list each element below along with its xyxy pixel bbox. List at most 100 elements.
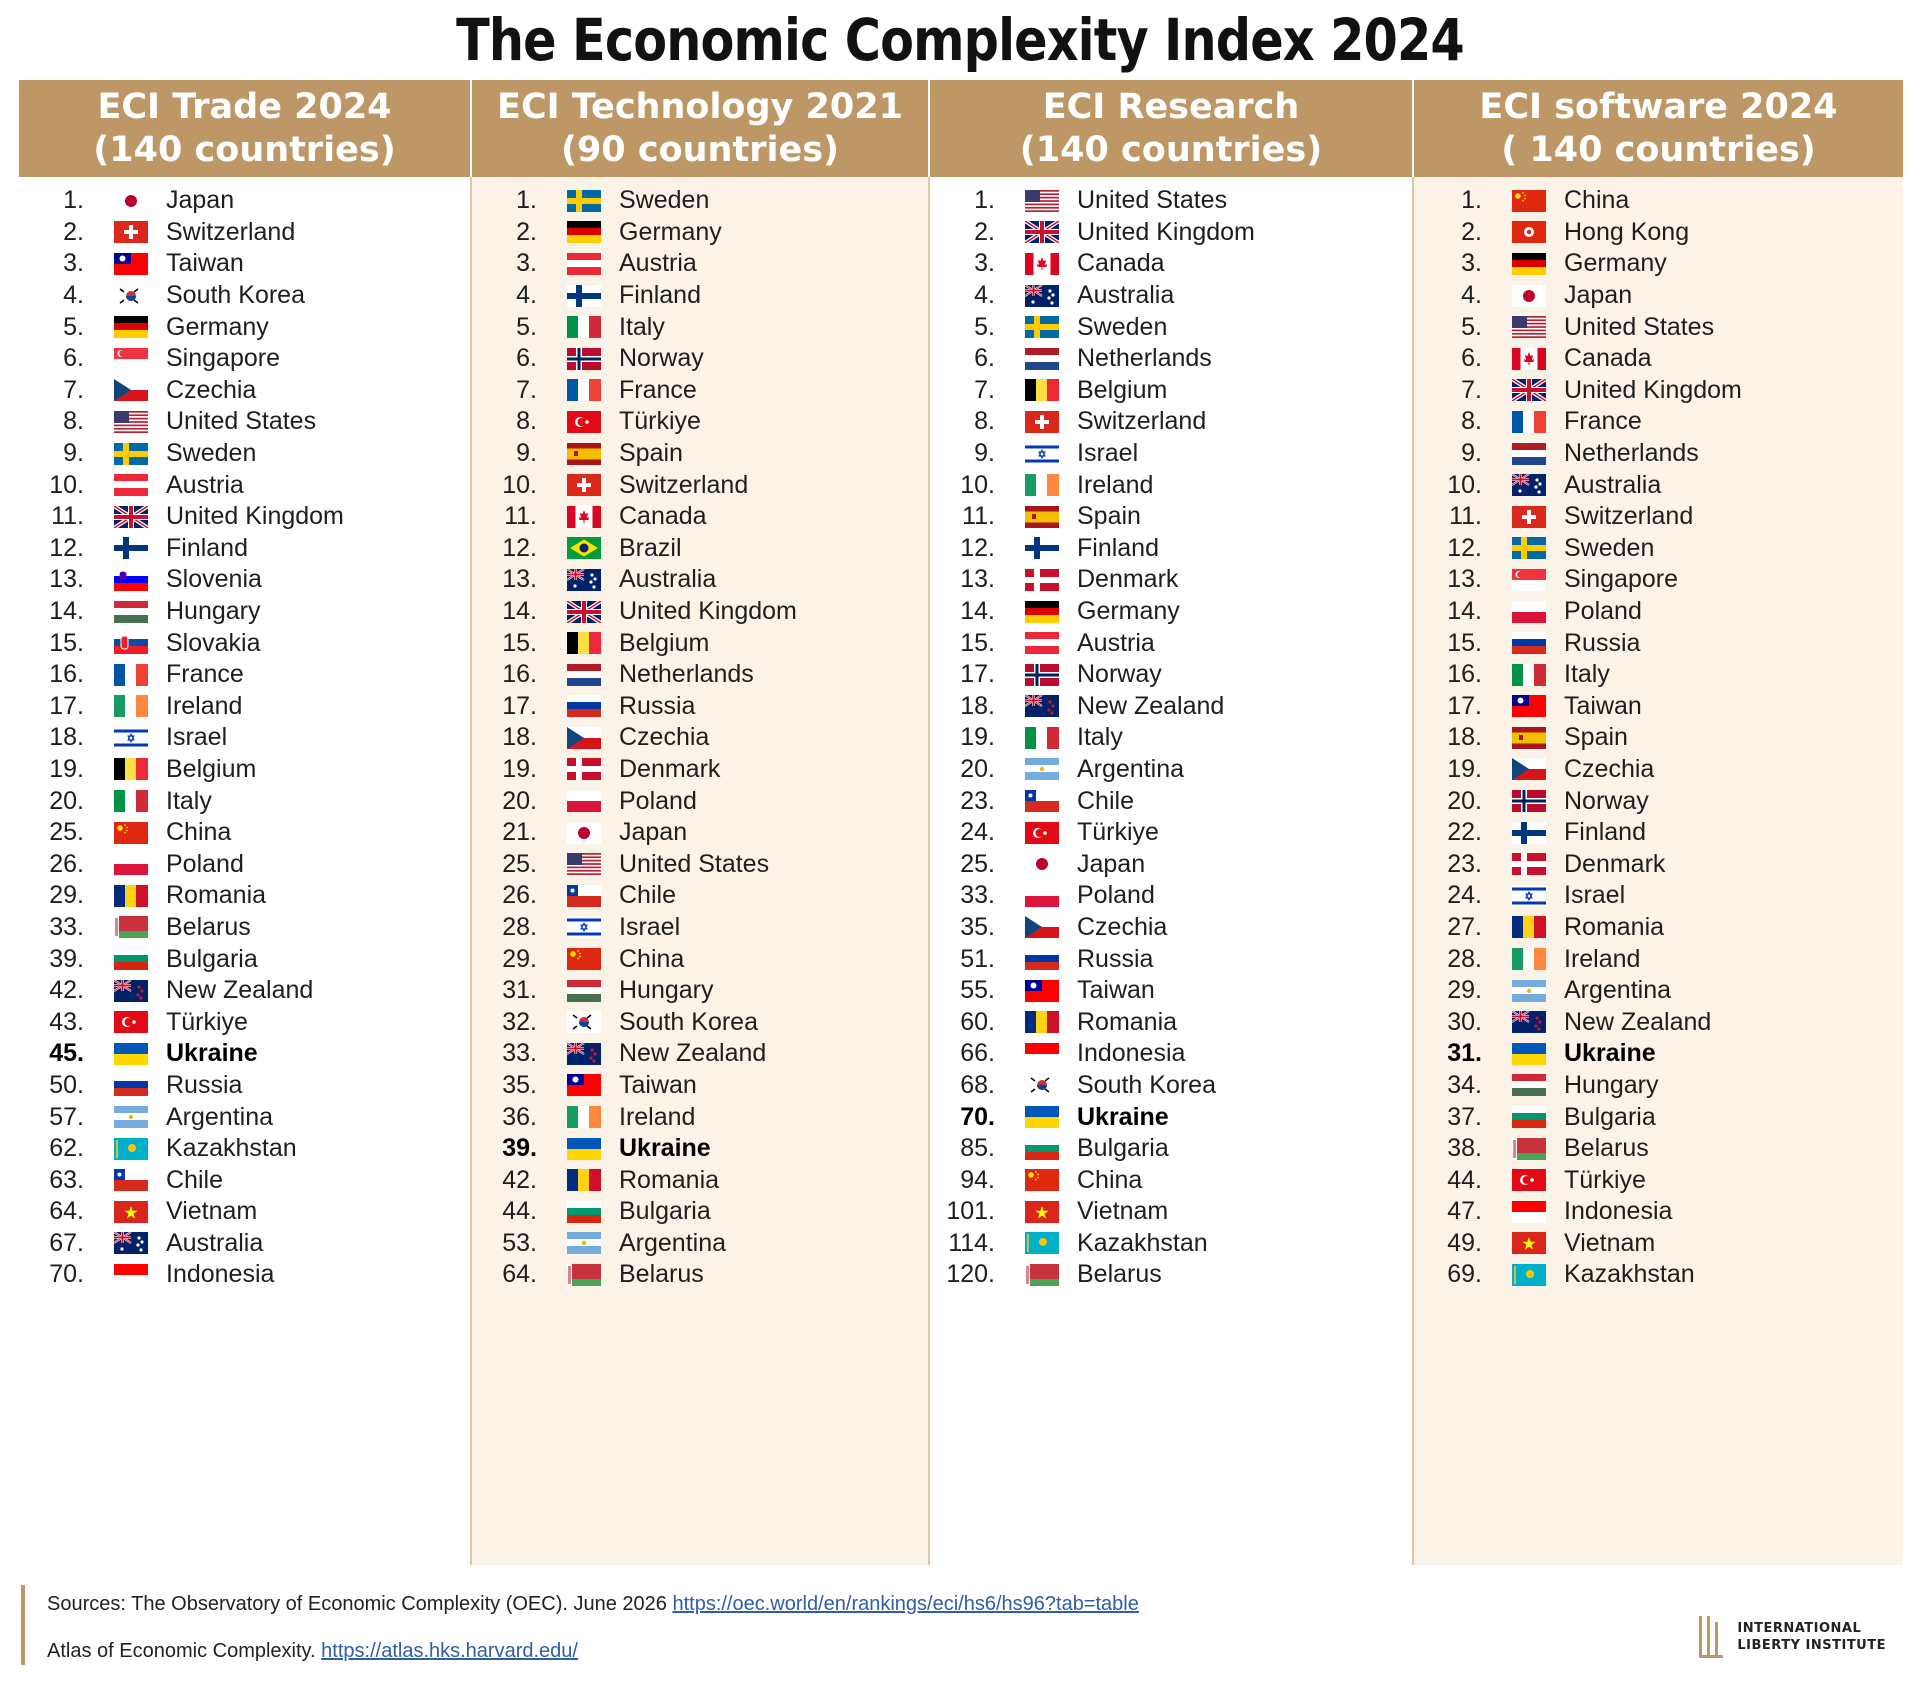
spain-flag-icon bbox=[1025, 505, 1059, 528]
list-item: 101. Vietnam bbox=[930, 1196, 1412, 1228]
list-item: 13. Slovenia bbox=[19, 564, 470, 596]
rank-number: 17. bbox=[502, 691, 537, 720]
list-item: 66. Indonesia bbox=[930, 1038, 1412, 1070]
spain-flag-icon bbox=[1512, 726, 1546, 749]
rank-number: 14. bbox=[960, 597, 995, 626]
country-name: Taiwan bbox=[1564, 691, 1642, 720]
rank-number: 35. bbox=[502, 1070, 537, 1099]
country-name: New Zealand bbox=[619, 1039, 767, 1068]
taiwan-flag-icon bbox=[567, 1074, 601, 1097]
germany-flag-icon bbox=[1512, 252, 1546, 275]
country-name: Türkiye bbox=[166, 1007, 248, 1036]
list-item: 11. Spain bbox=[930, 501, 1412, 533]
country-name: Argentina bbox=[1564, 976, 1672, 1005]
country-name: South Korea bbox=[1077, 1070, 1216, 1099]
rank-number: 69. bbox=[1447, 1260, 1482, 1289]
list-item: 1. United States bbox=[930, 185, 1412, 217]
rank-number: 6. bbox=[516, 344, 537, 373]
column-header-eci-technology: ECI Technology 2021 (90 countries) bbox=[472, 80, 930, 177]
rank-number: 24. bbox=[960, 818, 995, 847]
country-name: Chile bbox=[1077, 786, 1134, 815]
list-item: 9. Israel bbox=[930, 438, 1412, 470]
country-name: Israel bbox=[166, 723, 228, 752]
country-name: Italy bbox=[619, 312, 665, 341]
austria-flag-icon bbox=[567, 252, 601, 275]
rank-number: 20. bbox=[49, 786, 84, 815]
list-item: 2. Switzerland bbox=[19, 217, 470, 249]
list-item: 14. United Kingdom bbox=[472, 596, 928, 628]
taiwan-flag-icon bbox=[1512, 695, 1546, 718]
country-name: Türkiye bbox=[1564, 1165, 1646, 1194]
country-name: Singapore bbox=[166, 344, 280, 373]
country-name: Taiwan bbox=[619, 1070, 697, 1099]
list-item: 7. Belgium bbox=[930, 375, 1412, 407]
country-name: Australia bbox=[1077, 281, 1175, 310]
country-name: France bbox=[1564, 407, 1642, 436]
rank-number: 2. bbox=[1461, 217, 1482, 246]
list-item: 35. Taiwan bbox=[472, 1070, 928, 1102]
country-name: Norway bbox=[1077, 660, 1162, 689]
rank-number: 25. bbox=[49, 818, 84, 847]
rank-number: 13. bbox=[960, 565, 995, 594]
column-body-eci-technology: 1. Sweden 2. Germany 3. Austria 4. Finland 5. Ita… bbox=[472, 177, 930, 1565]
country-name: Japan bbox=[619, 818, 688, 847]
country-name: Denmark bbox=[619, 754, 721, 783]
oec-link[interactable]: https://oec.world/en/rankings/eci/hs6/hs… bbox=[672, 1593, 1139, 1615]
list-item: 15. Belgium bbox=[472, 627, 928, 659]
netherlands-flag-icon bbox=[567, 663, 601, 686]
institute-logo-icon bbox=[1699, 1616, 1724, 1658]
ireland-flag-icon bbox=[1025, 474, 1059, 497]
indonesia-flag-icon bbox=[114, 1263, 148, 1286]
turkiye-flag-icon bbox=[1512, 1169, 1546, 1192]
rank-number: 4. bbox=[1461, 281, 1482, 310]
list-item: 4. Finland bbox=[472, 280, 928, 312]
czechia-flag-icon bbox=[1025, 916, 1059, 939]
hungary-flag-icon bbox=[114, 600, 148, 623]
list-item: 10. Austria bbox=[19, 469, 470, 501]
vietnam-flag-icon bbox=[1025, 1200, 1059, 1223]
country-name: Finland bbox=[1077, 533, 1159, 562]
country-name: Australia bbox=[166, 1228, 264, 1257]
list-item: 13. Denmark bbox=[930, 564, 1412, 596]
country-name: Argentina bbox=[619, 1228, 727, 1257]
list-item: 2. Hong Kong bbox=[1414, 217, 1903, 249]
rank-number: 14. bbox=[49, 597, 84, 626]
finland-flag-icon bbox=[114, 537, 148, 560]
list-item: 12. Sweden bbox=[1414, 533, 1903, 565]
country-name: Israel bbox=[1564, 881, 1626, 910]
rank-number: 17. bbox=[49, 691, 84, 720]
china-flag-icon bbox=[1512, 189, 1546, 212]
country-name: Canada bbox=[619, 502, 707, 531]
country-name: Germany bbox=[1564, 249, 1667, 278]
country-name: Indonesia bbox=[1077, 1039, 1186, 1068]
atlas-link[interactable]: https://atlas.hks.harvard.edu/ bbox=[321, 1640, 578, 1662]
denmark-flag-icon bbox=[1512, 853, 1546, 876]
poland-flag-icon bbox=[1025, 884, 1059, 907]
australia-flag-icon bbox=[1512, 474, 1546, 497]
rank-number: 16. bbox=[1447, 660, 1482, 689]
russia-flag-icon bbox=[114, 1074, 148, 1097]
rank-number: 31. bbox=[1447, 1039, 1482, 1068]
rank-number: 36. bbox=[502, 1102, 537, 1131]
list-item: 29. China bbox=[472, 943, 928, 975]
list-item: 57. Argentina bbox=[19, 1101, 470, 1133]
country-name: Bulgaria bbox=[1077, 1134, 1169, 1163]
rank-number: 8. bbox=[1461, 407, 1482, 436]
list-item: 114. Kazakhstan bbox=[930, 1228, 1412, 1260]
country-name: Türkiye bbox=[619, 407, 701, 436]
list-item: 25. Japan bbox=[930, 848, 1412, 880]
country-name: United States bbox=[1077, 186, 1228, 215]
romania-flag-icon bbox=[114, 884, 148, 907]
rank-number: 7. bbox=[1461, 375, 1482, 404]
slovakia-flag-icon bbox=[114, 632, 148, 655]
rank-number: 9. bbox=[974, 439, 995, 468]
country-name: United States bbox=[619, 849, 770, 878]
rank-number: 39. bbox=[49, 944, 84, 973]
italy-flag-icon bbox=[114, 790, 148, 813]
list-item: 12. Brazil bbox=[472, 533, 928, 565]
argentina-flag-icon bbox=[1512, 979, 1546, 1002]
column-header-eci-research: ECI Research (140 countries) bbox=[930, 80, 1414, 177]
list-item: 18. Czechia bbox=[472, 722, 928, 754]
country-name: Ukraine bbox=[1077, 1102, 1169, 1131]
list-item: 3. Germany bbox=[1414, 248, 1903, 280]
